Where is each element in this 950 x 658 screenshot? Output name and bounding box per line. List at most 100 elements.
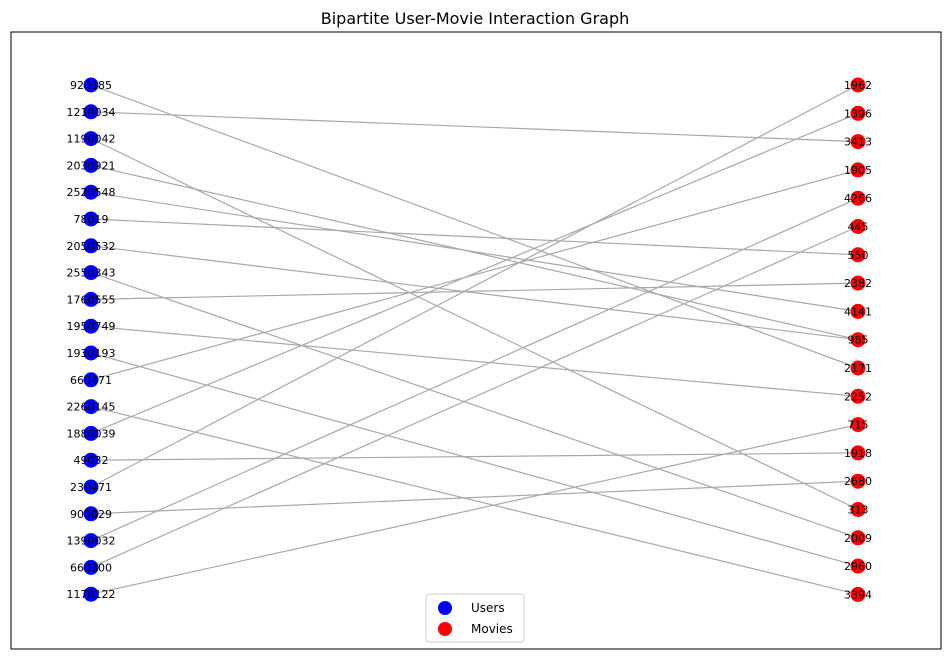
user-node-900029 (83, 506, 99, 522)
user-node-label: 2520548 (67, 186, 116, 199)
user-node-label: 660471 (70, 374, 112, 387)
edge-1950749-2252 (90, 325, 859, 397)
movie-node-2960 (850, 558, 866, 574)
movie-node-715 (850, 417, 866, 433)
user-node-1760555 (83, 291, 99, 307)
user-node-78019 (83, 211, 99, 227)
edge-2260145-3394 (90, 406, 859, 595)
edge-2550343-2009 (90, 272, 859, 539)
edge-49032-1918 (90, 452, 859, 461)
movie-node-label: 1905 (844, 164, 872, 177)
movie-node-2252 (850, 388, 866, 404)
user-node-label: 230471 (70, 481, 112, 494)
edge-1170122-715 (90, 424, 859, 595)
edge-layer (90, 84, 859, 595)
edge-1210034-3413 (90, 111, 859, 143)
movie-node-label: 985 (848, 334, 869, 347)
user-node-2520548 (83, 184, 99, 200)
movie-node-label: 2382 (844, 277, 872, 290)
user-node-1390032 (83, 533, 99, 549)
edge-660300-445 (90, 225, 859, 568)
user-node-660471 (83, 372, 99, 388)
user-node-label: 1390032 (67, 535, 116, 548)
user-node-label: 2050532 (67, 240, 116, 253)
movie-node-label: 1962 (844, 79, 872, 92)
legend-users-label: Users (471, 601, 505, 615)
movie-node-label: 4141 (844, 305, 872, 318)
user-node-label: 49032 (74, 454, 109, 467)
user-node-660300 (83, 559, 99, 575)
edge-2030921-985 (90, 164, 859, 341)
user-node-label: 1880039 (67, 427, 116, 440)
edge-660471-1905 (90, 169, 859, 381)
user-node-label: 1210034 (67, 106, 116, 119)
movie-node-2680 (850, 473, 866, 489)
user-node-49032 (83, 452, 99, 468)
user-node-label: 78019 (74, 213, 109, 226)
movie-node-445 (850, 219, 866, 234)
movie-node-label: 1396 (844, 107, 872, 120)
movie-node-313 (850, 502, 866, 517)
movie-node-label: 550 (848, 249, 869, 262)
edge-1930193-2960 (90, 352, 859, 567)
movie-node-label: 313 (848, 504, 869, 517)
user-node-label: 660300 (70, 561, 112, 574)
movie-node-1905 (850, 162, 866, 178)
user-node-2050532 (83, 238, 99, 254)
movie-node-label: 1918 (844, 447, 872, 460)
movie-node-label: 445 (848, 221, 869, 234)
user-node-label: 2550343 (67, 267, 116, 280)
user-node-label: 1930193 (67, 347, 116, 360)
movie-node-label: 2252 (844, 390, 872, 403)
edge-78019-550 (90, 218, 859, 256)
edge-2520548-4141 (90, 191, 859, 312)
legend-movies-label: Movies (471, 622, 513, 636)
movie-node-1918 (850, 445, 866, 461)
chart-title: Bipartite User-Movie Interaction Graph (321, 9, 630, 28)
movie-node-985 (850, 332, 866, 348)
movie-node-4141 (850, 303, 866, 319)
user-node-1210034 (83, 104, 99, 120)
movie-node-3394 (850, 586, 866, 602)
node-layer: 920385 1210034 1190042 2030921 2520548 78019 2… (67, 77, 872, 602)
edge-230471-1962 (90, 84, 859, 488)
user-node-1930193 (83, 345, 99, 361)
edge-2050532-985 (90, 245, 859, 341)
user-node-label: 2030921 (67, 159, 116, 172)
user-node-920385 (83, 77, 99, 93)
legend-users-marker (438, 601, 452, 615)
user-node-label: 1170122 (67, 588, 116, 601)
movie-node-label: 2009 (844, 532, 872, 545)
edge-900029-2680 (90, 480, 859, 515)
edge-1760555-2382 (90, 282, 859, 300)
user-node-1170122 (83, 586, 99, 602)
legend-movies-marker (438, 622, 452, 636)
user-node-label: 1190042 (67, 133, 116, 146)
movie-node-label: 2960 (844, 560, 872, 573)
user-node-2030921 (83, 157, 99, 173)
user-node-1190042 (83, 131, 99, 147)
edge-920385-2171 (90, 84, 859, 369)
user-node-1880039 (83, 425, 99, 441)
movie-node-label: 3413 (844, 136, 872, 149)
user-node-label: 1760555 (67, 293, 116, 306)
legend: Users Movies (425, 593, 525, 643)
movie-node-1396 (850, 105, 866, 121)
movie-node-2009 (850, 530, 866, 546)
movie-node-4266 (850, 190, 866, 206)
user-node-2260145 (83, 399, 99, 415)
user-node-label: 900029 (70, 508, 112, 521)
movie-node-label: 715 (848, 419, 869, 432)
edge-1880039-1396 (90, 112, 859, 434)
user-node-label: 1950749 (67, 320, 116, 333)
edge-1390032-4266 (90, 197, 859, 542)
movie-node-label: 2680 (844, 475, 872, 488)
movie-node-2382 (850, 275, 866, 291)
user-node-230471 (83, 479, 99, 495)
plot-frame (10, 31, 942, 650)
movie-node-3413 (850, 134, 866, 150)
edge-1190042-313 (90, 138, 859, 511)
movie-node-label: 3394 (844, 588, 872, 601)
user-node-1950749 (83, 318, 99, 334)
